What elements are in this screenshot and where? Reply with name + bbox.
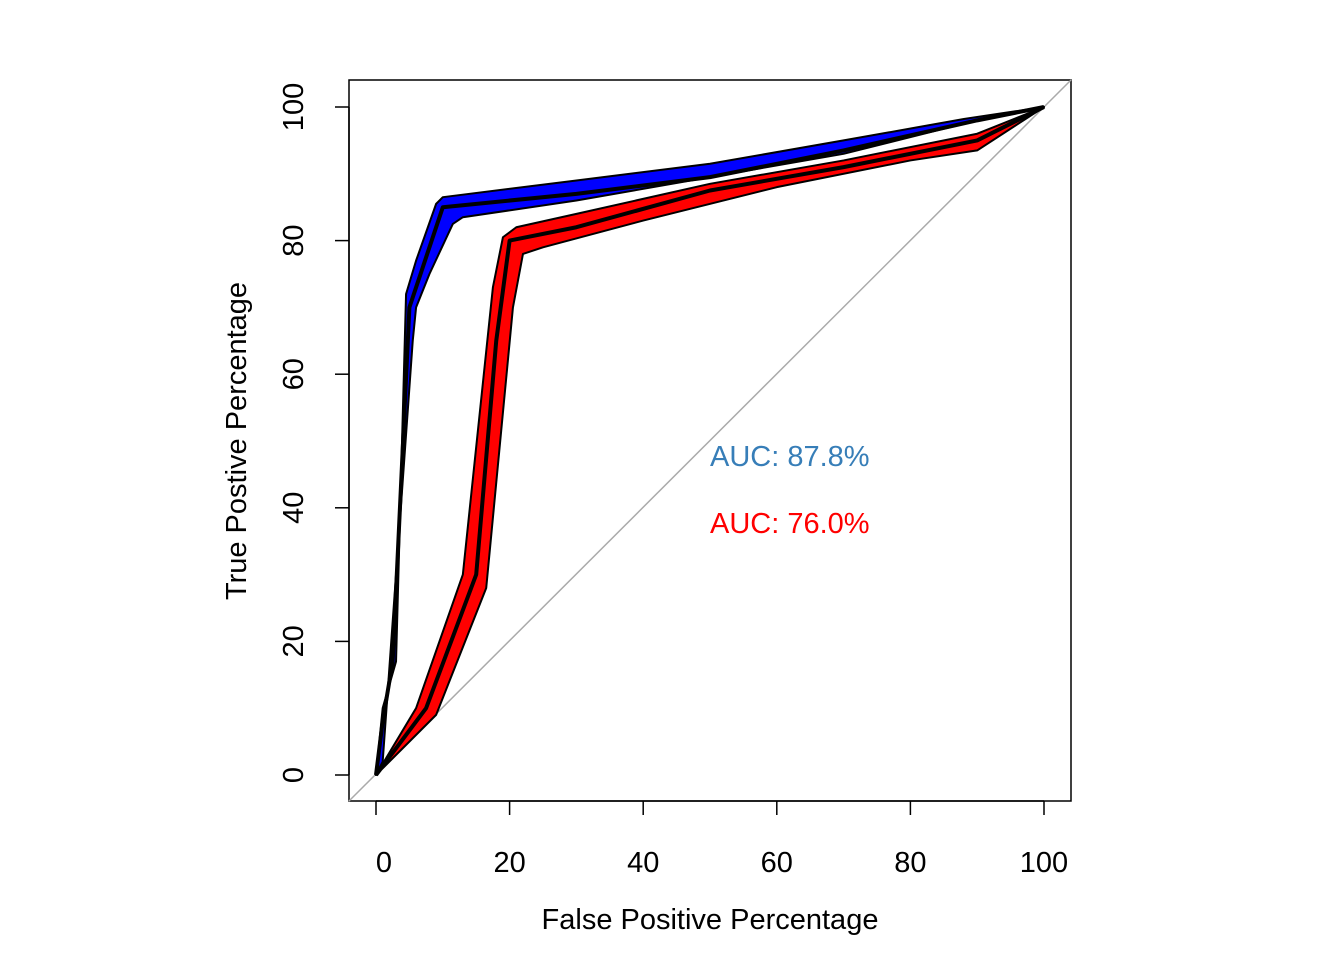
roc-line-blue bbox=[374, 105, 1045, 776]
y-axis-label: True Postive Percentage bbox=[221, 282, 253, 600]
x-tick-label: 40 bbox=[627, 847, 659, 879]
y-tick-label: 100 bbox=[278, 83, 310, 131]
x-tick-label: 80 bbox=[894, 847, 926, 879]
y-tick-label: 80 bbox=[278, 224, 310, 256]
x-tick-label: 100 bbox=[1020, 847, 1068, 879]
auc-label-red: AUC: 76.0% bbox=[710, 508, 870, 540]
y-tick-label: 60 bbox=[278, 358, 310, 390]
y-tick-label: 40 bbox=[278, 492, 310, 524]
roc-line-red bbox=[374, 105, 1045, 777]
x-axis-label: False Positive Percentage bbox=[542, 904, 879, 936]
reference-diagonal bbox=[348, 79, 1072, 802]
auc-label-blue: AUC: 87.8% bbox=[710, 441, 870, 473]
y-tick-label: 0 bbox=[278, 767, 310, 783]
x-tick-label: 0 bbox=[376, 847, 392, 879]
y-tick-label: 20 bbox=[278, 625, 310, 657]
x-tick-label: 60 bbox=[761, 847, 793, 879]
x-tick-label: 20 bbox=[493, 847, 525, 879]
